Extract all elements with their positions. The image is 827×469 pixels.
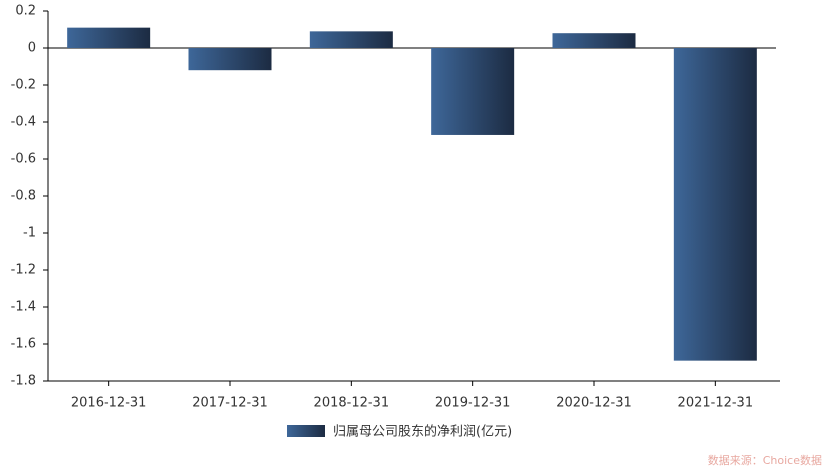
- x-tick-label: 2019-12-31: [435, 396, 511, 411]
- y-tick-label: -1.6: [11, 337, 36, 352]
- y-tick-label: 0.2: [15, 4, 36, 19]
- bar: [552, 33, 636, 48]
- y-tick-label: -0.4: [11, 115, 36, 130]
- y-tick-label: -0.6: [11, 152, 36, 167]
- legend-label: 归属母公司股东的净利润(亿元): [333, 424, 512, 440]
- bar: [309, 31, 393, 48]
- source-note: 数据来源：Choice数据: [708, 453, 822, 467]
- y-tick-label: 0: [28, 41, 36, 56]
- y-tick-label: -0.8: [11, 189, 36, 204]
- x-tick-label: 2020-12-31: [556, 396, 632, 411]
- y-tick-label: -0.2: [11, 78, 36, 93]
- bar: [188, 48, 272, 71]
- legend-swatch: [287, 425, 325, 437]
- y-tick-label: -1: [23, 226, 36, 241]
- x-tick-label: 2021-12-31: [678, 396, 754, 411]
- y-tick-label: -1.8: [11, 374, 36, 389]
- x-tick-label: 2016-12-31: [71, 396, 147, 411]
- y-tick-label: -1.4: [11, 300, 36, 315]
- bar: [67, 27, 151, 48]
- bar: [673, 48, 757, 361]
- x-tick-label: 2017-12-31: [192, 396, 268, 411]
- y-tick-label: -1.2: [11, 263, 36, 278]
- x-tick-label: 2018-12-31: [314, 396, 390, 411]
- bar: [431, 48, 515, 135]
